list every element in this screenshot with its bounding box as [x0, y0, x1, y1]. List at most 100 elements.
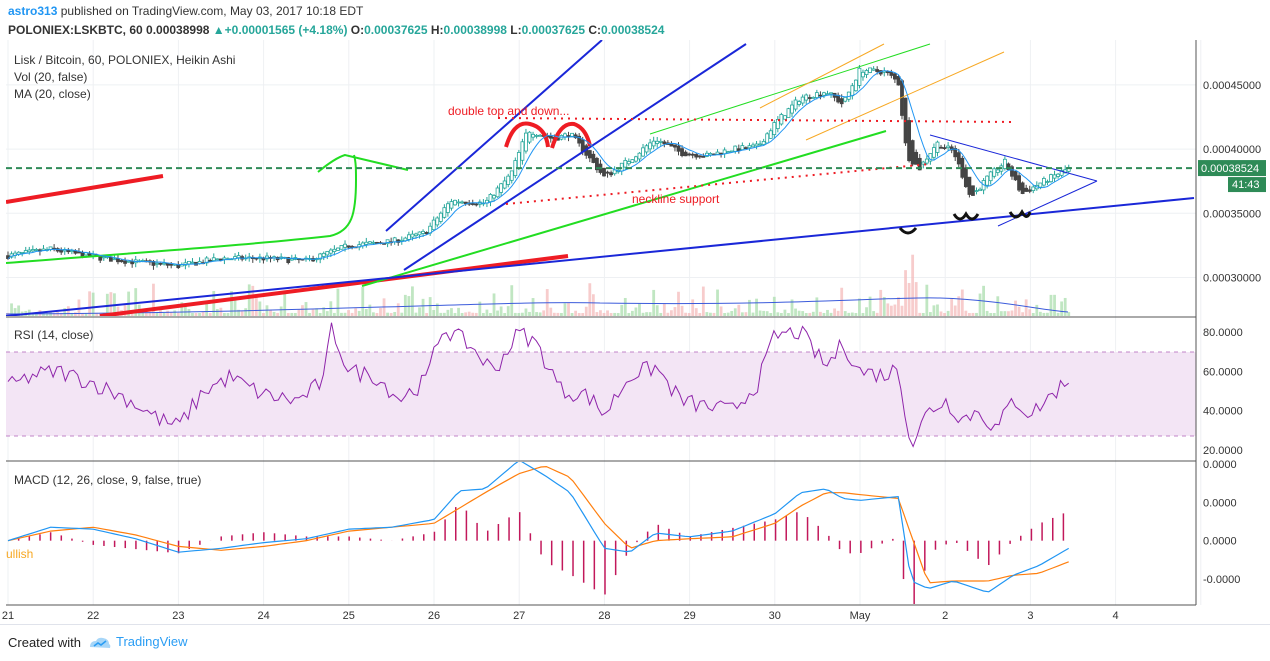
volume-bar — [648, 312, 652, 316]
volume-bar — [1017, 306, 1021, 316]
orange-channel-upper[interactable] — [759, 43, 885, 109]
volume-bar — [396, 303, 400, 316]
macd-legend[interactable]: MACD (12, 26, close, 9, false, true) — [14, 473, 201, 487]
bottom-mark-2[interactable] — [952, 211, 980, 221]
candle-body — [187, 260, 191, 265]
author-name[interactable]: astro313 — [8, 4, 58, 18]
volume-bar — [442, 312, 446, 316]
time-tick-label: 30 — [769, 610, 781, 622]
volume-bar — [425, 313, 429, 316]
green-trendline[interactable] — [361, 130, 887, 287]
bottom-mark-1[interactable] — [898, 227, 918, 235]
neckline-dotted[interactable] — [505, 163, 931, 205]
candle-body — [921, 161, 926, 165]
volume-bar — [620, 304, 624, 316]
triangle-lower[interactable] — [997, 180, 1098, 227]
volume-bar — [372, 312, 375, 316]
candle-body — [893, 73, 897, 80]
volume-bar — [173, 310, 177, 316]
candle-body — [488, 194, 493, 203]
volume-bar — [836, 310, 840, 316]
candle-body — [704, 152, 709, 157]
candle-body — [34, 249, 39, 251]
volume-bar — [254, 294, 258, 316]
tradingview-brand[interactable]: TradingView — [116, 634, 188, 649]
volume-bar — [925, 284, 929, 316]
rsi-legend[interactable]: RSI (14, close) — [14, 328, 93, 342]
drawings — [6, 40, 1195, 316]
double-top-arc-2[interactable] — [550, 121, 592, 149]
candle-body — [910, 140, 915, 165]
candle-body — [211, 257, 216, 262]
volume-bar — [630, 310, 634, 316]
ma-legend[interactable]: MA (20, close) — [14, 87, 91, 101]
candle-body — [116, 258, 120, 263]
candle-body — [570, 132, 574, 137]
volume-bar — [613, 312, 617, 316]
blue-channel-lower[interactable] — [403, 43, 747, 271]
volume-bar — [506, 306, 510, 316]
volume-bar — [325, 311, 329, 316]
triangle-upper[interactable] — [929, 134, 1098, 182]
volume-bar — [66, 306, 70, 316]
annotation-double-top: double top and down... — [448, 104, 569, 118]
green-curve-top[interactable] — [317, 153, 409, 173]
volume-bar — [751, 312, 755, 316]
candle-body — [605, 171, 610, 174]
volume-bar — [513, 312, 517, 316]
time-axis[interactable]: 21 22 23 24 25 26 27 28 29 30 May 2 3 4 — [2, 610, 1119, 622]
red-trendline-left[interactable] — [6, 174, 164, 204]
blue-channel-upper[interactable] — [385, 40, 603, 232]
volume-bar — [872, 311, 876, 316]
green-channel-line[interactable] — [649, 43, 931, 135]
volume-bar — [726, 312, 730, 316]
volume-bar — [215, 309, 219, 316]
main-legend-title[interactable]: Lisk / Bitcoin, 60, POLONIEX, Heikin Ash… — [14, 53, 235, 67]
tradingview-logo-icon[interactable] — [88, 636, 112, 650]
volume-bar — [1046, 312, 1049, 316]
candle-body — [1042, 178, 1046, 186]
volume-bar — [134, 288, 138, 316]
price-change: +0.00001565 (+4.18%) — [224, 23, 348, 37]
macd-axis[interactable]: 0.0000 0.0000 0.0000 -0.0000 — [1203, 459, 1240, 586]
candle-body — [438, 212, 443, 222]
volume-bar — [59, 312, 63, 316]
bottom-mark-3[interactable] — [1008, 209, 1032, 219]
time-tick-label: 4 — [1113, 610, 1119, 622]
volume-bars — [6, 254, 1071, 316]
volume-bar — [950, 298, 954, 316]
blue-support-line[interactable] — [6, 197, 1195, 316]
volume-bar — [481, 312, 485, 316]
vol-legend[interactable]: Vol (20, false) — [14, 70, 87, 84]
volume-bar — [77, 299, 81, 316]
candle-body — [889, 71, 894, 76]
orange-channel-lower[interactable] — [805, 51, 1005, 141]
volume-bar — [900, 305, 904, 316]
volume-bar — [201, 311, 205, 316]
candle-body — [396, 239, 401, 243]
volume-bar — [226, 313, 230, 316]
close-label: C: — [588, 23, 602, 37]
red-trendline-bottom[interactable] — [99, 254, 569, 316]
volume-bar — [219, 307, 223, 316]
candle-body — [162, 262, 166, 265]
green-curve[interactable] — [6, 154, 358, 264]
volume-bar — [960, 289, 964, 316]
time-tick-label: 25 — [343, 610, 355, 622]
rsi-axis[interactable]: 80.0000 60.0000 40.0000 20.0000 — [1203, 327, 1243, 457]
volume-bar — [152, 283, 155, 316]
price-axis[interactable]: 0.00045000 0.00040000 0.00035000 0.00030000 — [1203, 80, 1261, 285]
candle-body — [1052, 174, 1057, 179]
volume-bar — [389, 313, 393, 316]
volume-bar — [322, 307, 326, 316]
volume-bar — [609, 313, 613, 316]
volume-bar — [318, 312, 322, 316]
candle-body — [885, 71, 890, 74]
candle-body — [956, 152, 961, 165]
price-tick-label: 0.00030000 — [1203, 272, 1261, 284]
chart-canvas[interactable]: double top and down... neckline support … — [0, 40, 1270, 624]
volume-bar — [627, 313, 631, 316]
volume-bar — [148, 312, 152, 316]
double-top-arc-1[interactable] — [504, 121, 550, 148]
volume-bar — [293, 312, 297, 316]
